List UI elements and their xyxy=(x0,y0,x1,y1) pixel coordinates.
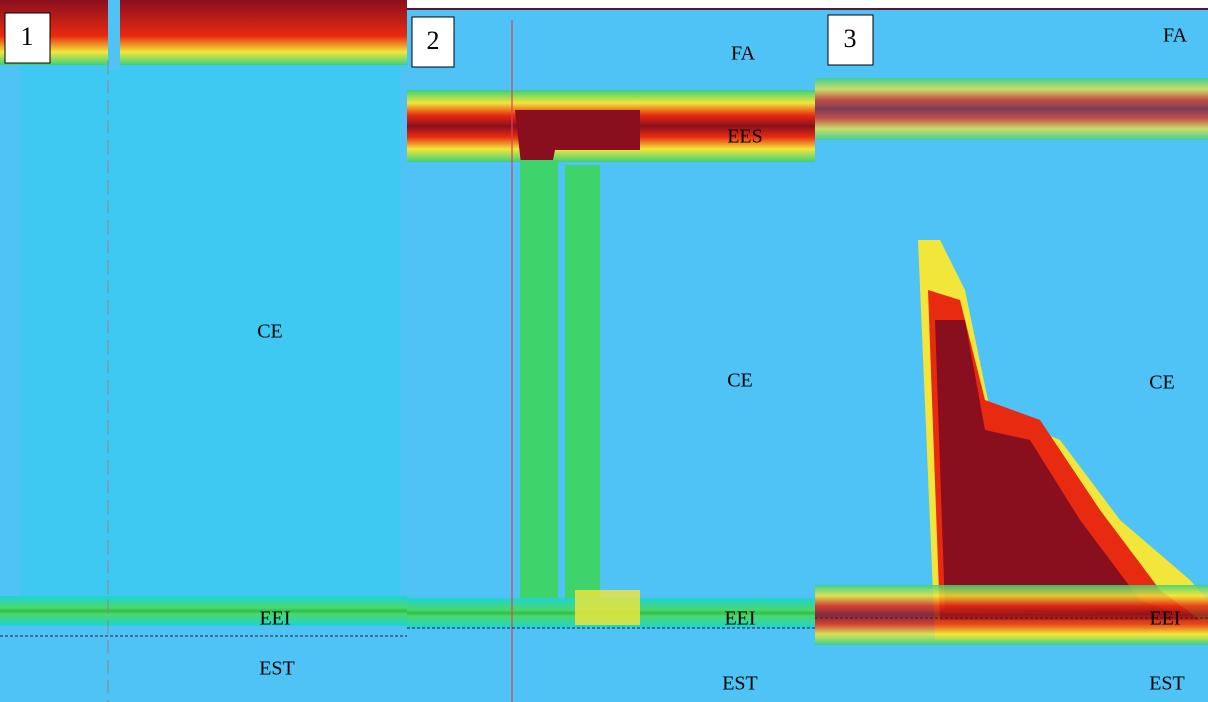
band xyxy=(0,0,407,65)
label: EEI xyxy=(259,608,290,630)
blob xyxy=(575,590,640,625)
band xyxy=(815,78,1208,140)
label: CE xyxy=(727,370,753,392)
label: EST xyxy=(722,673,758,695)
label: EES xyxy=(727,126,763,148)
label: EST xyxy=(259,658,295,680)
panel-number: 1 xyxy=(21,22,34,51)
label: EEI xyxy=(724,608,755,630)
band xyxy=(520,160,558,610)
panel-number: 2 xyxy=(427,26,440,55)
panel-3: 3 FA CE EEI EST xyxy=(815,8,1208,702)
panel-1: 1 CE EEI EST xyxy=(0,0,407,702)
label: FA xyxy=(731,43,756,65)
panel-2: 2 FA EES CE EEI EST xyxy=(407,8,815,702)
gap xyxy=(108,0,120,70)
band xyxy=(0,596,407,626)
label: FA xyxy=(1163,25,1188,47)
figure: 1 CE EEI EST 2 FA EES CE EEI EST 3 FA CE… xyxy=(0,0,1208,702)
label: CE xyxy=(1149,372,1175,394)
label: EEI xyxy=(1149,608,1180,630)
field xyxy=(20,60,400,600)
band xyxy=(565,165,600,605)
label: CE xyxy=(257,321,283,343)
panel-number: 3 xyxy=(844,24,857,53)
label: EST xyxy=(1149,673,1185,695)
